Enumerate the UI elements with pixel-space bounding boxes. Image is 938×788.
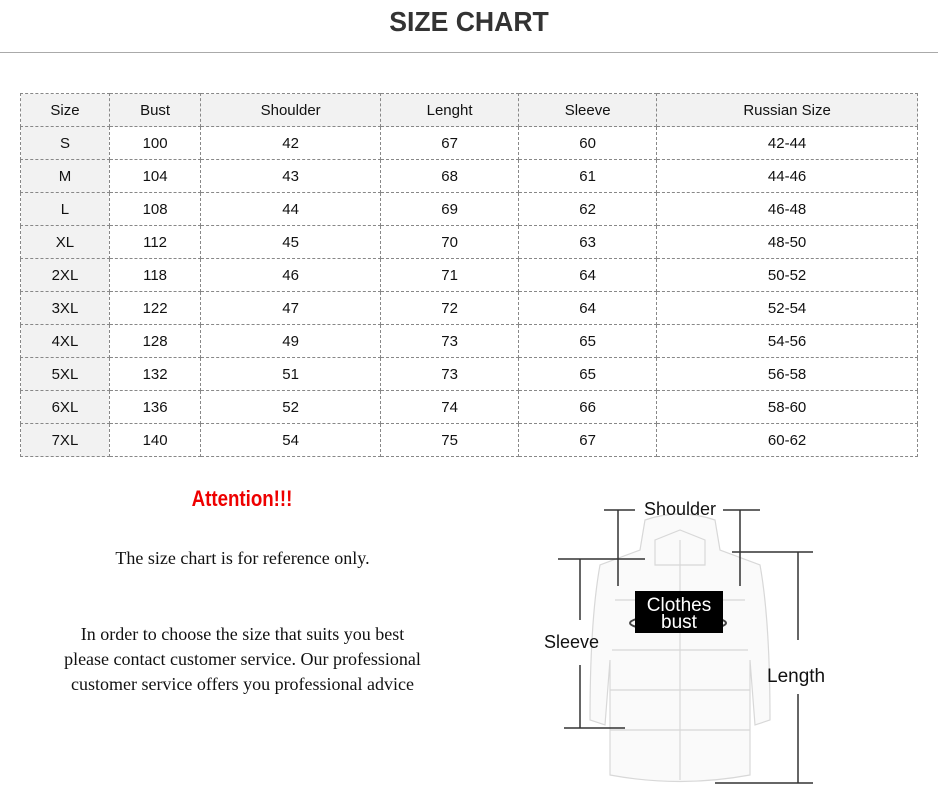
value-cell: 73: [380, 324, 520, 358]
value-cell: 45: [200, 225, 382, 259]
size-cell: 6XL: [20, 390, 110, 424]
advice-line: customer service offers you professional…: [70, 674, 415, 694]
size-table: Size Bust Shoulder Lenght Sleeve Russian Size…: [20, 93, 918, 457]
value-cell: 48-50: [656, 225, 918, 259]
value-cell: 46: [200, 258, 382, 292]
value-cell: 72: [380, 291, 520, 325]
table-row: 3XL 122 47 72 64 52-54: [20, 291, 918, 325]
table-row: 6XL 136 52 74 66 58-60: [20, 390, 918, 424]
size-cell: XL: [20, 225, 110, 259]
value-cell: 49: [200, 324, 382, 358]
advice-line: In order to choose the size that suits y…: [80, 624, 405, 644]
value-cell: 73: [380, 357, 520, 391]
column-header: Lenght: [380, 93, 520, 127]
value-cell: 66: [518, 390, 658, 424]
value-cell: 128: [108, 324, 202, 358]
value-cell: 136: [108, 390, 202, 424]
value-cell: 47: [200, 291, 382, 325]
value-cell: 140: [108, 423, 202, 457]
measurement-lines: [558, 509, 813, 784]
value-cell: 51: [200, 357, 382, 391]
value-cell: 65: [518, 357, 658, 391]
value-cell: 104: [108, 159, 202, 193]
table-row: 5XL 132 51 73 65 56-58: [20, 357, 918, 391]
shoulder-label: Shoulder: [644, 499, 716, 519]
value-cell: 52: [200, 390, 382, 424]
value-cell: 50-52: [656, 258, 918, 292]
table-row: M 104 43 68 61 44-46: [20, 159, 918, 193]
attention-heading: Attention!!!: [191, 486, 293, 511]
size-cell: 2XL: [20, 258, 110, 292]
value-cell: 60-62: [656, 423, 918, 457]
column-header: Sleeve: [518, 93, 658, 127]
column-header: Size: [20, 93, 110, 127]
value-cell: 62: [518, 192, 658, 226]
value-cell: 69: [380, 192, 520, 226]
coat-illustration-icon: [589, 513, 771, 783]
value-cell: 54: [200, 423, 382, 457]
value-cell: 122: [108, 291, 202, 325]
value-cell: 54-56: [656, 324, 918, 358]
size-cell: S: [20, 126, 110, 160]
table-row: L 108 44 69 62 46-48: [20, 192, 918, 226]
size-cell: M: [20, 159, 110, 193]
advice-line: please contact customer service. Our pro…: [64, 649, 421, 669]
value-cell: 56-58: [656, 357, 918, 391]
size-cell: 7XL: [20, 423, 110, 457]
size-cell: 3XL: [20, 291, 110, 325]
value-cell: 70: [380, 225, 520, 259]
table-header-row: Size Bust Shoulder Lenght Sleeve Russian Size: [20, 93, 918, 127]
table-row: XL 112 45 70 63 48-50: [20, 225, 918, 259]
coat-measurement-diagram: Clothes bust Shoulder Sleeve Length: [544, 499, 825, 784]
value-cell: 42: [200, 126, 382, 160]
value-cell: 108: [108, 192, 202, 226]
value-cell: 132: [108, 357, 202, 391]
size-cell: 5XL: [20, 357, 110, 391]
value-cell: 68: [380, 159, 520, 193]
table-row: 4XL 128 49 73 65 54-56: [20, 324, 918, 358]
value-cell: 46-48: [656, 192, 918, 226]
value-cell: 61: [518, 159, 658, 193]
title-divider: [0, 52, 938, 53]
table-row: S 100 42 67 60 42-44: [20, 126, 918, 160]
bust-label: bust: [661, 612, 698, 633]
value-cell: 58-60: [656, 390, 918, 424]
table-row: 2XL 118 46 71 64 50-52: [20, 258, 918, 292]
column-header: Bust: [108, 93, 202, 127]
value-cell: 67: [518, 423, 658, 457]
advice-note: In order to choose the size that suits y…: [0, 622, 485, 697]
value-cell: 44: [200, 192, 382, 226]
value-cell: 60: [518, 126, 658, 160]
value-cell: 52-54: [656, 291, 918, 325]
value-cell: 118: [108, 258, 202, 292]
sleeve-label: Sleeve: [544, 632, 599, 652]
column-header: Russian Size: [656, 93, 918, 127]
value-cell: 64: [518, 291, 658, 325]
value-cell: 64: [518, 258, 658, 292]
value-cell: 74: [380, 390, 520, 424]
value-cell: 65: [518, 324, 658, 358]
page-title: SIZE CHART: [389, 6, 549, 37]
value-cell: 42-44: [656, 126, 918, 160]
value-cell: 44-46: [656, 159, 918, 193]
value-cell: 71: [380, 258, 520, 292]
value-cell: 63: [518, 225, 658, 259]
table-row: 7XL 140 54 75 67 60-62: [20, 423, 918, 457]
value-cell: 75: [380, 423, 520, 457]
reference-note: The size chart is for reference only.: [115, 548, 370, 568]
size-cell: 4XL: [20, 324, 110, 358]
value-cell: 43: [200, 159, 382, 193]
column-header: Shoulder: [200, 93, 382, 127]
bust-label-box: [635, 591, 723, 633]
value-cell: 67: [380, 126, 520, 160]
bust-label: Clothes: [647, 595, 711, 616]
value-cell: 100: [108, 126, 202, 160]
size-cell: L: [20, 192, 110, 226]
value-cell: 112: [108, 225, 202, 259]
length-label: Length: [767, 666, 825, 687]
